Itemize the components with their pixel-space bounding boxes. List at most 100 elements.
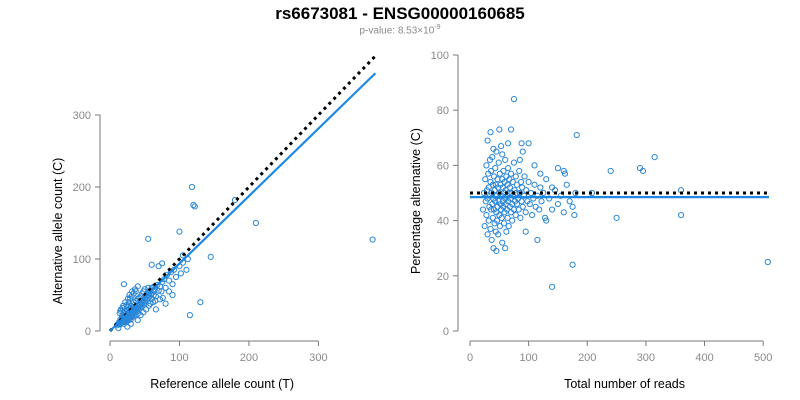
data-point	[560, 167, 567, 175]
data-point	[510, 159, 518, 166]
data-point	[487, 129, 494, 136]
data-point	[534, 236, 541, 244]
data-point	[764, 258, 771, 266]
data-point	[121, 307, 128, 314]
data-point	[509, 217, 516, 224]
data-point	[493, 247, 500, 255]
data-point	[505, 140, 512, 147]
data-point	[170, 266, 178, 273]
data-point	[498, 214, 505, 221]
page-title: rs6673081 - ENSG00000160685	[275, 4, 525, 23]
data-point	[503, 228, 510, 235]
data-point	[155, 287, 162, 294]
data-point	[479, 206, 486, 213]
data-point	[496, 223, 503, 230]
data-point	[543, 176, 550, 183]
data-point	[134, 317, 141, 324]
data-point	[197, 299, 204, 306]
data-point	[513, 200, 521, 208]
data-point	[518, 198, 525, 205]
data-point	[172, 273, 180, 281]
x-tick-label: 0	[107, 352, 113, 364]
data-point	[560, 209, 567, 216]
data-point	[183, 266, 190, 273]
data-point	[124, 323, 131, 330]
data-point	[502, 156, 509, 163]
data-point	[155, 263, 162, 270]
expected-line	[108, 54, 377, 333]
data-point	[179, 252, 187, 259]
data-point	[485, 217, 492, 224]
data-point	[483, 211, 490, 219]
y-axis-label: Alternative allele count (C)	[51, 158, 65, 305]
data-point	[152, 306, 159, 313]
data-point	[369, 236, 376, 243]
data-point	[613, 214, 620, 221]
data-point	[519, 184, 526, 191]
data-point	[513, 181, 521, 188]
data-point	[495, 231, 502, 238]
data-point	[512, 173, 519, 180]
data-point	[496, 126, 503, 133]
data-point	[191, 203, 198, 210]
data-point	[510, 206, 518, 213]
data-point	[169, 281, 176, 288]
data-point	[145, 235, 152, 242]
data-point	[531, 162, 538, 169]
data-point	[561, 170, 569, 177]
data-point	[487, 225, 494, 232]
data-point	[207, 253, 214, 260]
data-point	[488, 236, 495, 244]
data-point	[607, 167, 614, 175]
data-point	[530, 195, 537, 202]
data-point	[506, 184, 513, 191]
data-point	[162, 284, 169, 291]
data-point	[494, 176, 501, 183]
x-tick-label: 300	[309, 352, 327, 364]
data-point	[176, 228, 183, 235]
data-point	[481, 223, 488, 230]
data-point	[522, 209, 529, 216]
data-point	[132, 288, 139, 295]
data-point	[519, 148, 526, 155]
data-point	[639, 167, 647, 175]
data-point	[499, 239, 506, 246]
y-tick-label: 0	[443, 326, 449, 338]
x-tick-label: 100	[519, 352, 537, 364]
data-point	[493, 217, 501, 224]
data-point	[484, 231, 491, 238]
data-point	[141, 286, 148, 293]
data-point	[489, 154, 496, 161]
y-tick-label: 60	[437, 160, 449, 172]
data-point	[516, 189, 523, 197]
pvalue-exponent: -9	[434, 24, 441, 31]
data-point	[505, 165, 512, 172]
data-point	[554, 200, 562, 208]
data-point	[526, 200, 533, 208]
data-point	[516, 167, 523, 175]
x-tick-label: 0	[467, 352, 473, 364]
data-point	[554, 165, 562, 172]
data-point	[548, 206, 556, 213]
data-point	[165, 277, 173, 284]
data-point	[573, 131, 580, 139]
data-point	[482, 176, 489, 183]
data-point	[500, 167, 507, 175]
x-tick-label: 200	[240, 352, 258, 364]
data-point	[484, 137, 491, 144]
data-point	[190, 201, 197, 209]
data-point	[520, 192, 528, 199]
data-point	[572, 189, 579, 197]
y-tick-label: 100	[431, 50, 449, 62]
data-point	[125, 299, 132, 306]
data-point	[529, 211, 536, 219]
data-point	[517, 214, 524, 221]
data-point	[489, 214, 496, 221]
pvalue-text: p-value: 8.53×10	[359, 25, 435, 37]
data-point	[186, 312, 193, 319]
data-point	[488, 167, 495, 175]
y-tick-label: 0	[85, 326, 91, 338]
data-point	[516, 156, 523, 163]
x-tick-label: 400	[695, 352, 713, 364]
data-point	[502, 245, 509, 252]
